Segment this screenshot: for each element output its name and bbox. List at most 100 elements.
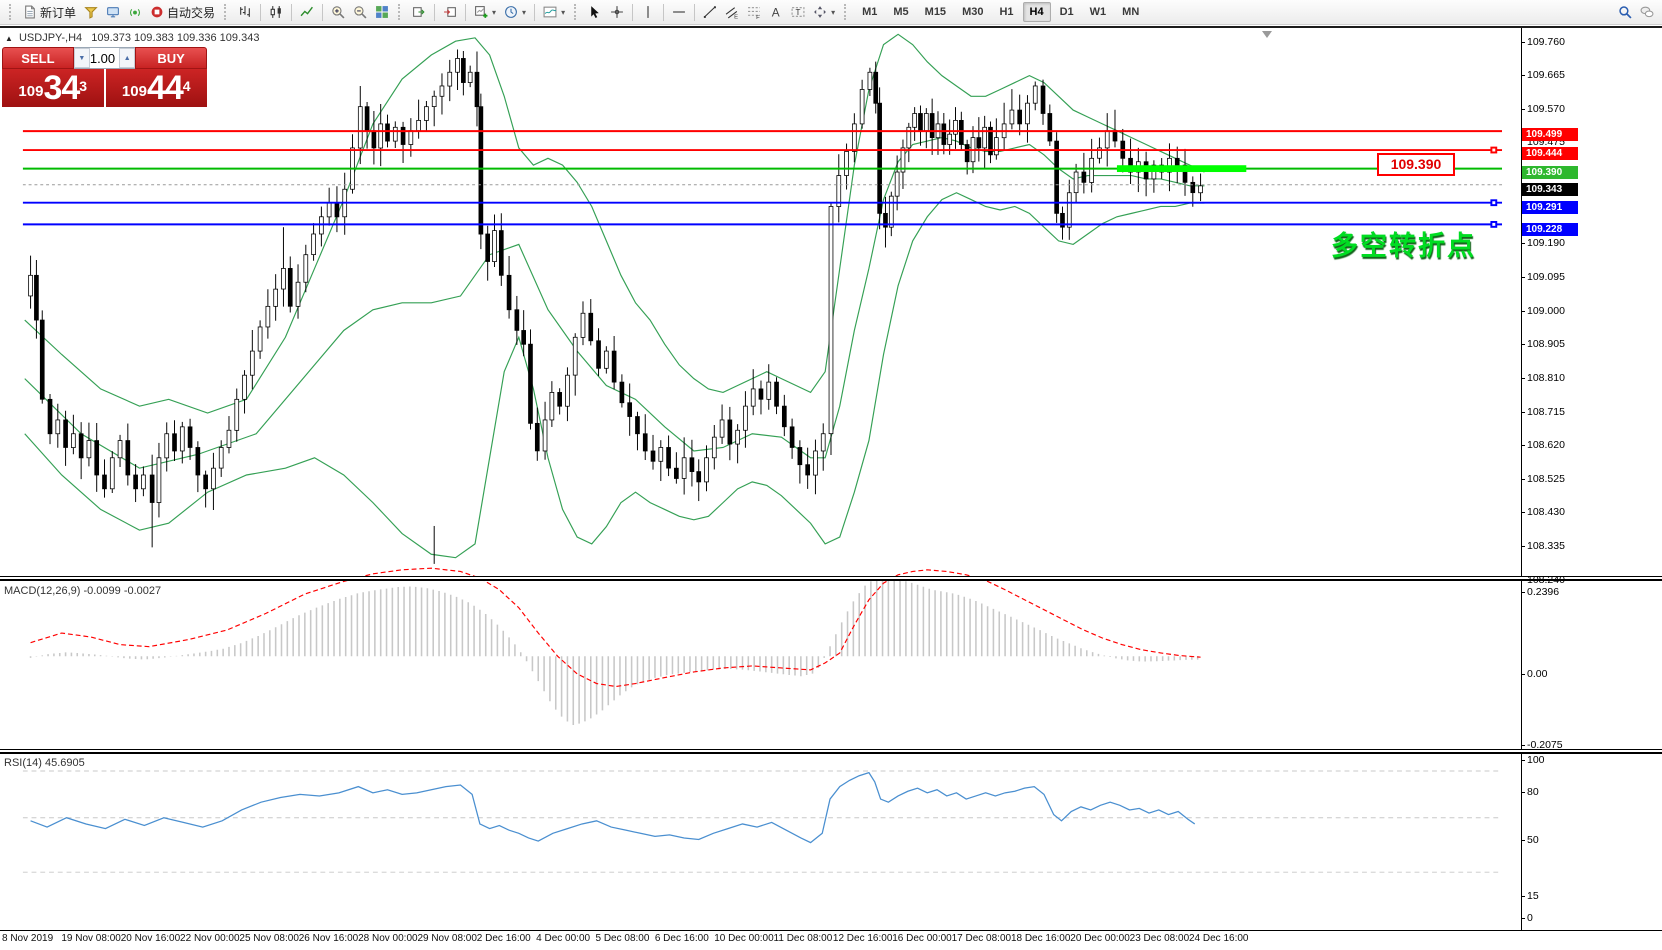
- toolbar-grip: [574, 4, 579, 20]
- symbol-info-bar: ▲ USDJPY-,H4 109.373 109.383 109.336 109…: [5, 32, 259, 44]
- candlestick-chart-button[interactable]: [265, 2, 287, 23]
- timeframe-m1[interactable]: M1: [862, 6, 878, 18]
- line-chart-button[interactable]: [296, 2, 318, 23]
- price-callout[interactable]: 109.390: [1377, 153, 1455, 176]
- sell-button[interactable]: SELL: [2, 47, 74, 69]
- time-axis-label: 23 Dec 08:00: [1129, 933, 1190, 944]
- tile-windows-button[interactable]: [371, 2, 393, 23]
- price-tick-label: 109.570: [1527, 102, 1565, 115]
- price-tick-label: 108.525: [1527, 472, 1565, 485]
- sell-price-pips: 3: [79, 78, 88, 94]
- bb-lower-line[interactable]: [24, 192, 1205, 559]
- bb-middle-line[interactable]: [24, 137, 1205, 469]
- labelt-icon: T: [791, 5, 805, 19]
- arrows-icon: [813, 5, 827, 19]
- chinese-note[interactable]: 多空转折点: [1331, 231, 1476, 261]
- cursor-button[interactable]: [584, 2, 606, 23]
- timeframe-h1[interactable]: H1: [999, 6, 1014, 18]
- panel-separator-rsi[interactable]: [0, 749, 1662, 754]
- volume-increase-button[interactable]: ▲: [119, 48, 136, 68]
- macd-label: MACD(12,26,9) -0.0099 -0.0027: [4, 585, 162, 597]
- price-tick-label: 108.810: [1527, 371, 1565, 384]
- panel-separator-macd[interactable]: [0, 576, 1662, 581]
- time-axis-label: 4 Dec 00:00: [536, 933, 591, 944]
- new-chart-button[interactable]: ▾: [470, 2, 500, 23]
- chart-wizard-button[interactable]: [80, 2, 102, 23]
- monitor-icon: [106, 5, 120, 19]
- timeframe-mn[interactable]: MN: [1122, 6, 1140, 18]
- dropdown-arrow-icon[interactable]: ▾: [561, 7, 566, 17]
- text-button[interactable]: A: [765, 2, 787, 23]
- timeframe-d1[interactable]: D1: [1059, 6, 1074, 18]
- volume-input[interactable]: 1.00: [89, 50, 116, 66]
- text-label-button[interactable]: T: [787, 2, 809, 23]
- price-tick-mark: [1521, 310, 1525, 312]
- volume-decrease-button[interactable]: ▼: [73, 48, 90, 68]
- one-click-trading-widget: SELL ▼ 1.00 ▲ BUY 109 34 3 109 44 4: [2, 47, 207, 107]
- cross-icon: [610, 5, 624, 19]
- timeframe-w1[interactable]: W1: [1089, 6, 1107, 18]
- chan-icon: E: [725, 5, 739, 19]
- fibonacci-button[interactable]: F: [743, 2, 765, 23]
- toolbar-grip: [9, 4, 14, 20]
- bar-chart-button[interactable]: [234, 2, 256, 23]
- timeframe-m15[interactable]: M15: [924, 6, 947, 18]
- price-badge: 109.228: [1522, 223, 1578, 237]
- crosshair-button[interactable]: [606, 2, 628, 23]
- dropdown-arrow-icon[interactable]: ▾: [492, 7, 497, 17]
- bb-upper-line[interactable]: [24, 33, 1205, 414]
- dropdown-arrow-icon[interactable]: ▾: [831, 7, 836, 17]
- time-axis-label: 28 Nov 00:00: [358, 933, 418, 944]
- search-button[interactable]: [1614, 2, 1636, 23]
- arrows-button[interactable]: ▾: [809, 2, 839, 23]
- vertical-line-button[interactable]: [637, 2, 659, 23]
- trendline-button[interactable]: [699, 2, 721, 23]
- shift-end-button[interactable]: [408, 2, 430, 23]
- rsi-line: [30, 771, 1196, 844]
- main-panel: [22, 33, 1503, 559]
- bars-icon: [238, 5, 252, 19]
- price-tick-label: 109.000: [1527, 304, 1565, 317]
- auto-scroll-button[interactable]: [439, 2, 461, 23]
- new-order-button[interactable]: 新订单: [19, 2, 80, 23]
- price-tick-mark: [1521, 546, 1525, 548]
- buy-price-pips: 4: [182, 78, 191, 94]
- candles-icon: [269, 5, 283, 19]
- sell-price-display[interactable]: 109 34 3: [2, 69, 104, 107]
- price-badge: 109.390: [1522, 166, 1578, 180]
- buy-button[interactable]: BUY: [135, 47, 207, 69]
- timeframe-m30[interactable]: M30: [962, 6, 984, 18]
- zoom-in-button[interactable]: [327, 2, 349, 23]
- template-button[interactable]: ▾: [539, 2, 569, 23]
- buy-price-display[interactable]: 109 44 4: [105, 69, 207, 107]
- price-tick-label: 108.905: [1527, 338, 1565, 351]
- signal-icon: [128, 5, 142, 19]
- toolbar-separator: [663, 3, 665, 21]
- macd-tick-mark: [1521, 592, 1525, 594]
- time-axis-label: 12 Dec 16:00: [832, 933, 893, 944]
- profiles-button[interactable]: [102, 2, 124, 23]
- collapse-icon[interactable]: ▲: [5, 34, 13, 43]
- buy-price-main: 44: [146, 69, 184, 107]
- channel-button[interactable]: E: [721, 2, 743, 23]
- chat-button[interactable]: [1636, 2, 1658, 23]
- dropdown-arrow-icon[interactable]: ▾: [522, 7, 527, 17]
- auto-trading-button[interactable]: 自动交易: [146, 2, 219, 23]
- chart-shift-marker[interactable]: [1262, 31, 1272, 38]
- signals-button[interactable]: [124, 2, 146, 23]
- zoom-out-button[interactable]: [349, 2, 371, 23]
- timeframe-m5[interactable]: M5: [893, 6, 909, 18]
- shift1-icon: [412, 5, 426, 19]
- symbol-name: USDJPY-,H4: [18, 32, 83, 44]
- highlight-segment[interactable]: [1116, 165, 1247, 173]
- price-badge: 109.444: [1522, 146, 1578, 160]
- period-button[interactable]: ▾: [500, 2, 530, 23]
- price-tick-mark: [1521, 377, 1525, 379]
- macd-axis-label: 0.00: [1527, 668, 1548, 680]
- buy-price-handle: 109: [121, 83, 147, 100]
- timeframe-h4[interactable]: H4: [1022, 2, 1051, 22]
- horizontal-line-button[interactable]: [668, 2, 690, 23]
- tmpl-icon: [543, 5, 557, 19]
- price-tick-label: 108.620: [1527, 439, 1565, 452]
- price-tick-label: 109.095: [1527, 271, 1565, 284]
